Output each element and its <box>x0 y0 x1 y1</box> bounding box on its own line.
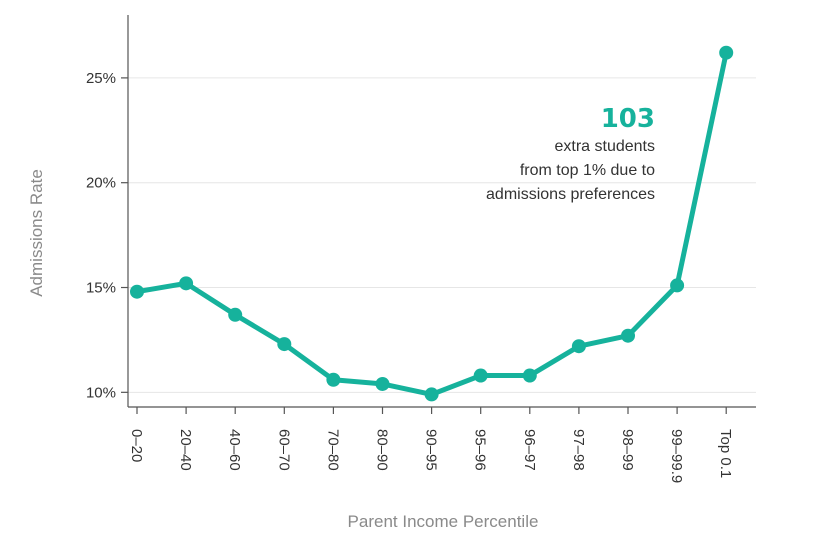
x-tick-label: 99–99.9 <box>668 429 685 483</box>
y-tick-label: 25% <box>86 70 116 87</box>
series-line-group <box>130 45 734 402</box>
annotation-number: 103 <box>601 104 655 134</box>
x-tick-label: 95–96 <box>472 429 489 471</box>
annotation-line-1: extra students <box>555 138 656 155</box>
annotation-line-3: admissions preferences <box>486 186 655 203</box>
x-tick-label: 80–90 <box>374 429 391 471</box>
x-tick-label: 40–60 <box>226 429 243 471</box>
data-point <box>130 284 144 299</box>
y-axis-title: Admissions Rate <box>27 169 46 297</box>
data-point <box>670 278 685 293</box>
x-tick-label: 98–99 <box>619 429 636 471</box>
x-tick-label: Top 0.1 <box>717 429 734 478</box>
x-tick-label: 0–20 <box>128 429 145 462</box>
annotation-line-2: from top 1% due to <box>520 162 655 179</box>
data-point <box>228 307 243 322</box>
data-point <box>571 339 586 354</box>
y-axis-ticks: 10% 15% 20% 25% <box>86 70 128 401</box>
x-axis-title: Parent Income Percentile <box>348 512 539 531</box>
data-point <box>522 368 537 383</box>
data-point <box>424 387 439 402</box>
data-point <box>277 337 292 352</box>
axes <box>127 15 756 408</box>
x-axis-ticks: 0–20 20–40 40–60 60–70 70–80 80–90 90–95 95–96 9… <box>128 407 734 483</box>
x-tick-label: 70–80 <box>324 429 341 471</box>
y-tick-label: 20% <box>86 175 116 192</box>
x-tick-label: 97–98 <box>570 429 587 471</box>
y-tick-label: 10% <box>86 384 116 401</box>
data-point <box>621 328 635 343</box>
data-point <box>375 376 390 391</box>
annotation: 103 extra students from top 1% due to ad… <box>486 104 655 203</box>
x-tick-label: 20–40 <box>177 429 194 471</box>
x-tick-label: 96–97 <box>521 429 538 471</box>
x-tick-label: 90–95 <box>423 429 440 471</box>
data-point <box>326 372 341 387</box>
data-point <box>719 45 734 60</box>
data-point <box>179 276 194 291</box>
x-tick-label: 60–70 <box>275 429 292 471</box>
data-point <box>473 368 488 383</box>
gridlines <box>128 77 756 393</box>
y-tick-label: 15% <box>86 280 116 297</box>
